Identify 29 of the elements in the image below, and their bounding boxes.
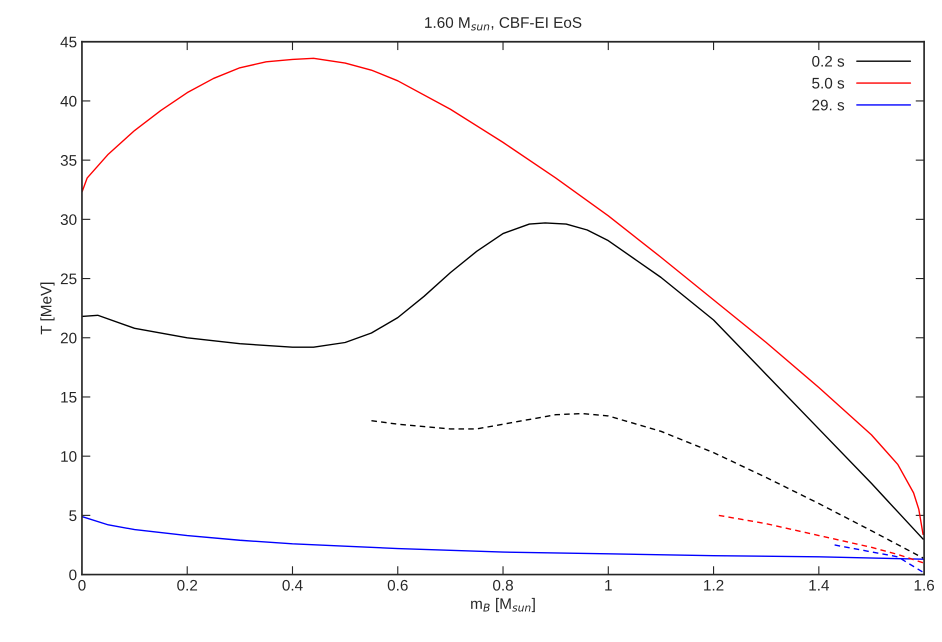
legend-label: 0.2 s xyxy=(812,56,844,67)
x-tick-label: 0.4 xyxy=(282,580,303,591)
line-series xyxy=(370,412,924,559)
line-series xyxy=(82,58,924,536)
y-tick-label: 25 xyxy=(60,273,76,284)
x-tick-label: 1.4 xyxy=(809,580,830,591)
chart-title: 1.60 M$_{sun}$, CBF-EI EoS xyxy=(425,17,582,30)
y-tick-label: 5 xyxy=(69,510,76,522)
y-tick-label: 0 xyxy=(69,569,76,580)
y-tick-label: 20 xyxy=(60,332,76,344)
y-axis-title: T [MeV] xyxy=(40,282,55,334)
x-tick-label: 0.8 xyxy=(493,580,513,591)
x-tick-label: 1.6 xyxy=(914,580,934,591)
y-tick-label: 10 xyxy=(61,451,76,462)
y-tick-label: 35 xyxy=(60,155,76,166)
x-tick-label: 1.2 xyxy=(704,580,724,591)
y-tick-label: 15 xyxy=(61,392,76,403)
x-tick-label: 1 xyxy=(605,580,612,591)
y-tick-label: 45 xyxy=(60,36,76,48)
legend-label: 5.0 s xyxy=(812,78,844,89)
x-tick-label: 0.6 xyxy=(388,580,408,591)
legend-label: 29. s xyxy=(812,100,844,110)
line-series xyxy=(718,514,924,564)
x-tick-label: 0 xyxy=(78,580,86,591)
y-tick-label: 30 xyxy=(60,214,76,226)
x-axis-title: m$_{B}$ [M$_{sun}$] xyxy=(471,598,535,612)
y-tick-label: 40 xyxy=(60,96,76,107)
x-tick-label: 0.2 xyxy=(177,580,198,591)
line-series xyxy=(82,222,924,540)
